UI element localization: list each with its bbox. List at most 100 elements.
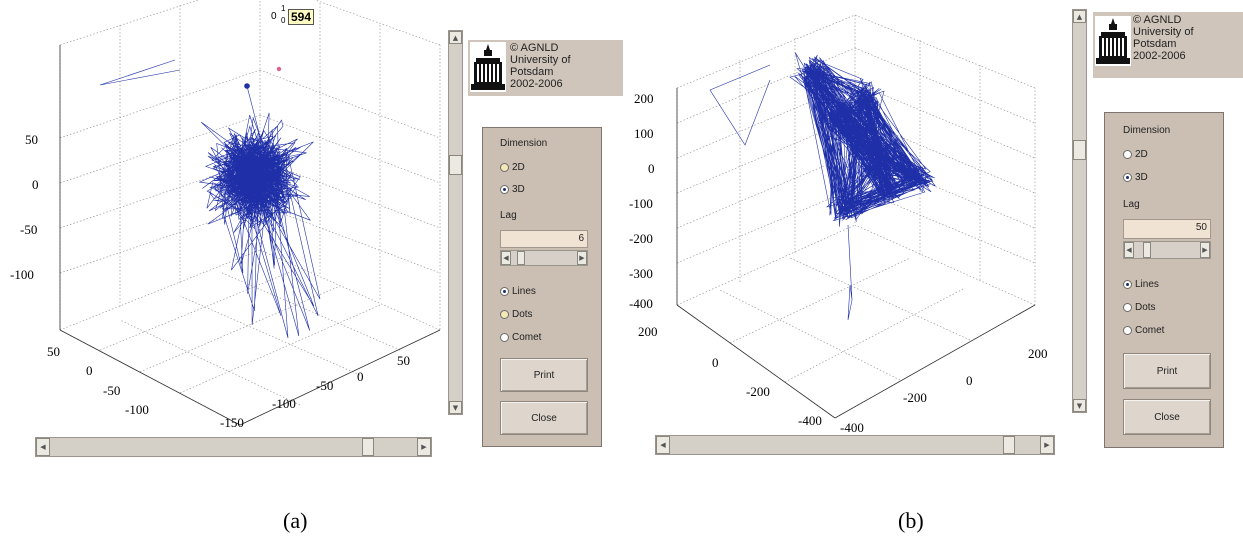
x-tick-a-0: -150 — [220, 415, 244, 430]
radio-indicator — [500, 163, 509, 172]
x-tick-a-1: -100 — [272, 396, 296, 411]
phase-space-plot-b[interactable]: 200 100 0 -100 -200 -300 -400 200 0 -200… — [620, 0, 1060, 440]
radio-lines-a[interactable]: Lines — [500, 286, 536, 297]
z-tick-a-2: -50 — [20, 222, 37, 237]
lag-slider-left-button[interactable]: ◀ — [501, 251, 511, 265]
scroll-thumb-a[interactable] — [449, 155, 462, 176]
radio-lines-b[interactable]: Lines — [1123, 279, 1159, 290]
radio-indicator — [1123, 150, 1132, 159]
lag-input-a[interactable]: 6 — [500, 230, 588, 248]
x-tick-b-2: 0 — [966, 373, 973, 388]
lag-slider-thumb[interactable] — [516, 251, 525, 265]
lag-slider-thumb[interactable] — [1142, 242, 1151, 258]
data-tip-value: 594 — [288, 9, 315, 25]
horizontal-scrollbar-a[interactable]: ◀ ▶ — [35, 437, 432, 457]
radio-label: 3D — [512, 184, 525, 195]
university-building-icon — [470, 42, 506, 92]
lag-slider-left-button[interactable]: ◀ — [1124, 242, 1134, 258]
scroll-up-button-b[interactable]: ▲ — [1073, 10, 1086, 23]
radio-label: Lines — [512, 286, 536, 297]
radio-label: 2D — [1135, 149, 1148, 160]
trajectory-start-marker-b — [856, 108, 862, 114]
close-button-a[interactable]: Close — [500, 401, 588, 435]
data-tip-index-top: 1 — [281, 4, 286, 13]
cursor-point-marker-a — [276, 66, 282, 72]
scroll-down-button-a[interactable]: ▼ — [449, 401, 462, 414]
x-tick-a-4: 50 — [397, 353, 410, 368]
z-tick-a-3: -100 — [10, 267, 34, 282]
control-panel-b: Dimension 2D 3D Lag 50 ◀ ▶ Lines Dots Co… — [1104, 112, 1224, 448]
axis-frame-b — [676, 88, 1036, 419]
h-scroll-thumb-b[interactable] — [1002, 436, 1015, 454]
caption-b: (b) — [898, 508, 924, 533]
axis-box-a — [59, 0, 441, 426]
data-tip-a: 0 1 0 594 — [271, 4, 321, 30]
lag-slider-right-button[interactable]: ▶ — [577, 251, 587, 265]
radio-label: Lines — [1135, 279, 1159, 290]
z-tick-a-1: 0 — [32, 177, 39, 192]
radio-2d-a[interactable]: 2D — [500, 162, 525, 173]
x-tick-b-3: 200 — [1028, 346, 1048, 361]
lag-slider-b[interactable]: ◀ ▶ — [1123, 241, 1211, 259]
radio-comet-b[interactable]: Comet — [1123, 325, 1164, 336]
radio-2d-b[interactable]: 2D — [1123, 149, 1148, 160]
control-panel-a: Dimension 2D 3D Lag 6 ◀ ▶ Lines Dots Com… — [482, 127, 602, 447]
radio-indicator — [500, 185, 509, 194]
radio-label: Dots — [1135, 302, 1156, 313]
lag-slider-right-button[interactable]: ▶ — [1200, 242, 1210, 258]
radio-3d-b[interactable]: 3D — [1123, 172, 1148, 183]
caption-a: (a) — [283, 508, 308, 533]
z-tick-b-5: -300 — [629, 266, 653, 281]
radio-dots-a[interactable]: Dots — [500, 309, 533, 320]
scroll-right-button-a[interactable]: ▶ — [417, 438, 431, 456]
trajectory-start-marker-a — [244, 83, 250, 89]
lag-slider-a[interactable]: ◀ ▶ — [500, 250, 588, 266]
radio-indicator — [500, 333, 509, 342]
phase-space-plot-a[interactable]: 50 0 -50 -100 50 0 -50 -100 -150 -100 -5… — [0, 0, 450, 440]
print-button-b[interactable]: Print — [1123, 353, 1211, 389]
radio-indicator — [1123, 173, 1132, 182]
scroll-thumb-b[interactable] — [1073, 140, 1086, 161]
radio-label: 3D — [1135, 172, 1148, 183]
radio-label: 2D — [512, 162, 525, 173]
z-tick-b-6: -400 — [629, 296, 653, 311]
scroll-down-button-b[interactable]: ▼ — [1073, 399, 1086, 412]
scroll-left-button-a[interactable]: ◀ — [36, 438, 50, 456]
y-tick-b-0: 200 — [638, 324, 658, 339]
y-tick-a-0: 50 — [47, 344, 60, 359]
dimension-label: Dimension — [1123, 125, 1171, 136]
scroll-right-button-b[interactable]: ▶ — [1040, 436, 1054, 454]
logo-box-a: © AGNLD University of Potsdam 2002-2006 — [468, 40, 623, 96]
y-tick-a-1: 0 — [86, 363, 93, 378]
panel-a: 50 0 -50 -100 50 0 -50 -100 -150 -100 -5… — [0, 0, 623, 544]
radio-dots-b[interactable]: Dots — [1123, 302, 1156, 313]
panel-b: 200 100 0 -100 -200 -300 -400 200 0 -200… — [620, 0, 1243, 544]
print-button-a[interactable]: Print — [500, 358, 588, 392]
radio-indicator — [500, 287, 509, 296]
radio-comet-a[interactable]: Comet — [500, 332, 541, 343]
scroll-up-button-a[interactable]: ▲ — [449, 31, 462, 44]
vertical-scrollbar-b[interactable]: ▲ ▼ — [1072, 9, 1087, 413]
h-scroll-thumb-a[interactable] — [362, 438, 375, 456]
x-tick-a-3: 0 — [357, 369, 364, 384]
z-tick-b-1: 100 — [634, 126, 654, 141]
close-button-b[interactable]: Close — [1123, 399, 1211, 435]
radio-label: Comet — [512, 332, 542, 343]
horizontal-scrollbar-b[interactable]: ◀ ▶ — [655, 435, 1055, 455]
z-tick-a-0: 50 — [25, 132, 38, 147]
radio-3d-a[interactable]: 3D — [500, 184, 525, 195]
dimension-label: Dimension — [500, 138, 548, 149]
z-tick-b-0: 200 — [634, 91, 654, 106]
vertical-scrollbar-a[interactable]: ▲ ▼ — [448, 30, 463, 415]
x-tick-a-2: -50 — [316, 378, 333, 393]
data-tip-prefix: 0 — [271, 11, 277, 22]
radio-indicator — [1123, 326, 1132, 335]
lag-input-b[interactable]: 50 — [1123, 219, 1211, 239]
x-tick-b-1: -200 — [903, 390, 927, 405]
z-tick-b-4: -200 — [629, 231, 653, 246]
y-tick-b-1: 0 — [712, 355, 719, 370]
axis-frame-a — [59, 45, 441, 426]
scroll-left-button-b[interactable]: ◀ — [656, 436, 670, 454]
logo-copyright-text: © AGNLD University of Potsdam 2002-2006 — [1133, 14, 1194, 62]
lag-label: Lag — [500, 210, 517, 221]
